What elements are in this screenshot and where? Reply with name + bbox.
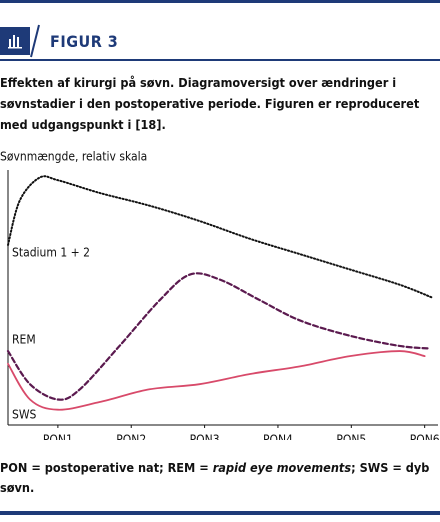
footnote-italic: rapid eye movements <box>212 460 352 475</box>
bottom-border <box>0 511 440 515</box>
x-tick-label: PON5 <box>336 433 366 441</box>
chart: Søvnmængde, relativ skala PON1 PON2 PON3 PO… <box>0 150 440 441</box>
x-tick-label: PON1 <box>43 433 73 441</box>
top-border <box>0 0 440 3</box>
figure-label: FIGUR 3 <box>50 32 119 51</box>
icon-graphic <box>8 35 22 49</box>
header-slash <box>30 24 40 58</box>
x-tick-label: PON3 <box>190 433 220 441</box>
x-tick-label: PON4 <box>263 433 293 441</box>
series-label: SWS <box>12 408 37 422</box>
label-bg <box>10 332 31 348</box>
x-tick-label: PON2 <box>116 433 146 441</box>
header-rule <box>0 59 440 61</box>
caption: Effekten af kirurgi på søvn. Diagramover… <box>0 75 420 132</box>
label-bg <box>10 407 31 423</box>
label-bg <box>10 245 101 261</box>
y-axis-label: Søvnmængde, relativ skala <box>0 150 147 164</box>
series-line <box>7 175 433 299</box>
footnote-text: ; SWS = dyb søvn. <box>0 460 430 495</box>
footnote: PON = postoperative nat; REM = rapid eye… <box>0 458 436 498</box>
series-line <box>7 350 426 411</box>
x-tick-label: PON6 <box>410 433 440 441</box>
series-label: REM <box>12 333 36 347</box>
footnote-text: PON = postoperative nat; REM = <box>0 460 213 475</box>
series-label: Stadium 1 + 2 <box>12 246 90 260</box>
series-line <box>6 272 431 401</box>
figure-icon <box>0 27 30 55</box>
